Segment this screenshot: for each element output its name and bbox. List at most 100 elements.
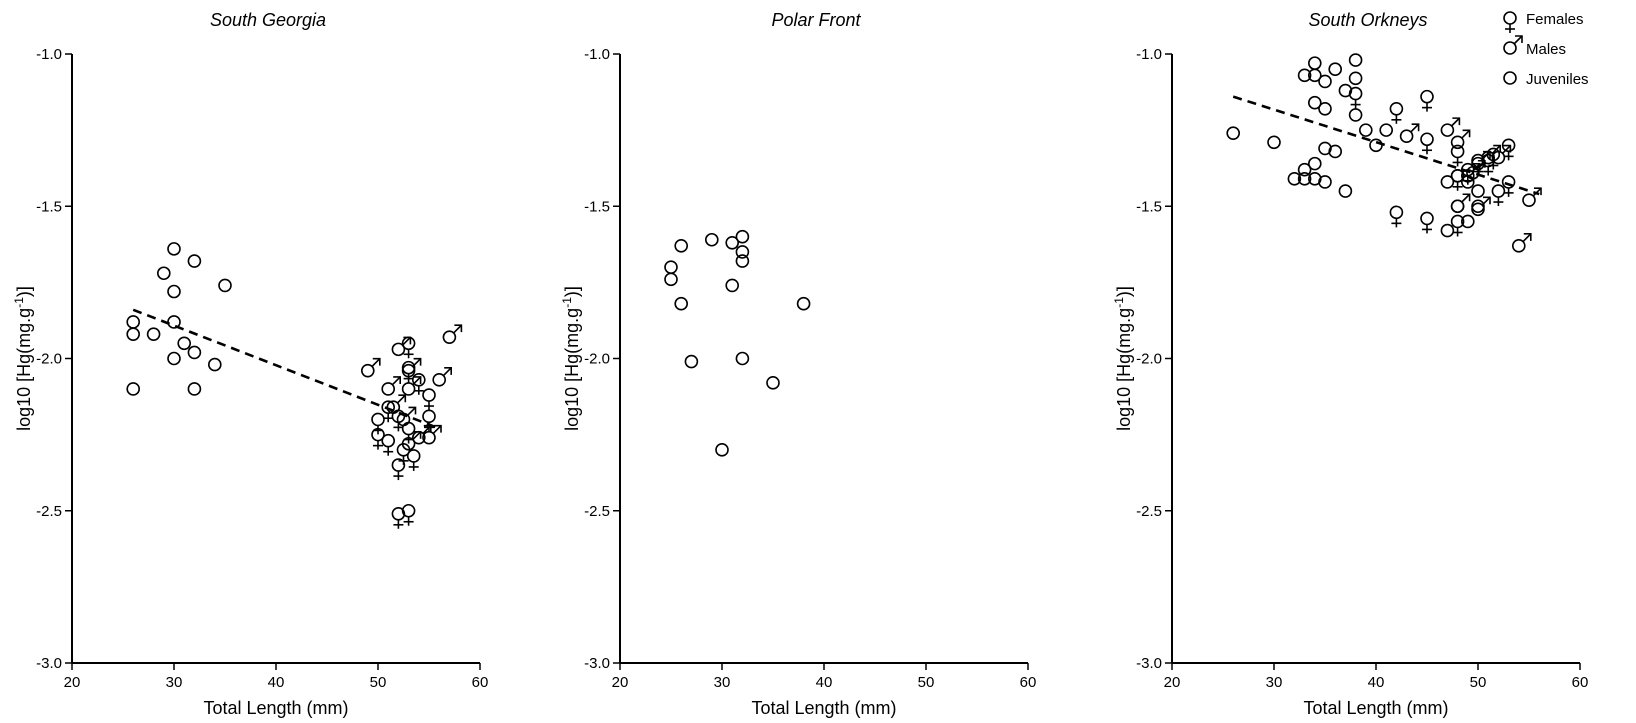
- data-point-circle: [126, 315, 140, 329]
- x-tick-label: 30: [714, 674, 731, 691]
- x-tick-label: 30: [1266, 674, 1283, 691]
- data-point-circle: [208, 357, 222, 372]
- data-point-circle: [177, 336, 191, 351]
- data-point-male: [1522, 187, 1542, 207]
- male-ring: [1512, 239, 1526, 253]
- y-tick-label: -3.0: [1136, 655, 1162, 672]
- y-tick-label: -1.0: [584, 46, 610, 63]
- data-point-circle: [1297, 162, 1312, 177]
- data-point-male: [442, 324, 463, 344]
- x-tick-label: 50: [370, 674, 387, 691]
- male-ring: [381, 382, 396, 396]
- male-head: [423, 424, 432, 433]
- data-point-circle: [187, 345, 202, 360]
- male-shaft: [1532, 187, 1542, 197]
- male-head: [1452, 117, 1461, 126]
- data-point-male: [391, 336, 412, 357]
- data-point-circle: [1308, 156, 1322, 171]
- y-tick-label: -3.0: [36, 655, 62, 672]
- male-shaft: [412, 358, 422, 368]
- data-point-circle: [1308, 172, 1322, 186]
- data-point-circle: [1369, 138, 1383, 153]
- data-point-circle: [674, 296, 689, 311]
- panel-2: Polar Front 20 30 40 50 60 -1.0 -1.5 -2.0 -2.5 -3.…: [560, 10, 1036, 718]
- female-ring: [1389, 205, 1404, 220]
- data-point-circle: [126, 327, 140, 341]
- data-point-circle: [167, 284, 181, 299]
- data-point-male: [1466, 159, 1486, 180]
- male-ring: [1450, 199, 1465, 214]
- data-point-circle: [796, 296, 811, 311]
- female-ring: [422, 388, 436, 402]
- panel-title: South Georgia: [210, 10, 326, 30]
- data-point-female: [411, 373, 426, 395]
- data-point-male: [1399, 123, 1420, 144]
- data-point-female: [391, 458, 406, 481]
- male-head: [413, 357, 422, 366]
- male-ring: [391, 342, 406, 357]
- legend: Females Males Juveniles: [1503, 11, 1589, 88]
- data-point-female: [1450, 144, 1465, 167]
- male-head: [413, 376, 422, 384]
- data-point-female: [406, 449, 421, 471]
- data-point-circle: [1226, 126, 1240, 140]
- male-ring: [432, 373, 447, 387]
- data-point-circle: [766, 376, 780, 390]
- data-point-female: [1491, 184, 1506, 207]
- data-point-circle: [1287, 172, 1302, 186]
- male-head: [1523, 233, 1532, 241]
- series-males: [1399, 117, 1542, 253]
- data-point-circle: [735, 254, 750, 268]
- data-point-circle: [167, 351, 181, 366]
- x-tick-label: 50: [918, 674, 935, 691]
- male-ring: [396, 412, 411, 427]
- male-head: [434, 424, 442, 433]
- data-point-female: [422, 388, 436, 411]
- data-point-male: [1440, 117, 1461, 137]
- male-ring: [1466, 165, 1480, 180]
- data-point-circle: [704, 232, 719, 247]
- x-tick-label: 20: [64, 674, 81, 691]
- male-head: [1493, 144, 1501, 153]
- y-axis-label: log10 [Hg(mg.g-1)]: [1112, 286, 1134, 431]
- male-shaft: [396, 394, 406, 404]
- male-shaft: [406, 406, 417, 416]
- male-shaft: [1481, 151, 1491, 161]
- data-point-circle: [735, 245, 750, 259]
- data-point-circle: [674, 239, 689, 253]
- data-point-circle: [1471, 199, 1485, 214]
- y-tick-label: -1.5: [36, 198, 62, 215]
- y-tick-label: -1.0: [1136, 46, 1162, 63]
- data-point-female: [1420, 211, 1434, 234]
- data-point-male: [401, 376, 422, 396]
- data-point-circle: [1440, 223, 1455, 238]
- female-ring: [371, 412, 385, 427]
- data-point-circle: [1297, 68, 1312, 83]
- male-shaft: [432, 425, 442, 435]
- y-tick-label: -2.5: [1136, 503, 1162, 520]
- data-point-female: [401, 503, 416, 526]
- data-point-female: [1389, 102, 1404, 124]
- male-head: [1472, 163, 1481, 171]
- data-point-circle: [1308, 68, 1322, 83]
- data-point-circle: [1318, 74, 1332, 89]
- data-point-circle: [187, 254, 202, 268]
- data-point-circle: [167, 242, 181, 256]
- x-tick-label: 20: [1164, 674, 1181, 691]
- series-juveniles: [1226, 53, 1485, 238]
- data-point-female: [1420, 132, 1434, 155]
- data-point-female: [1501, 175, 1516, 197]
- legend-female-icon: [1503, 11, 1517, 33]
- trend-line: [1232, 95, 1540, 196]
- data-point-circle: [1297, 172, 1312, 186]
- male-ring: [1491, 150, 1506, 165]
- male-shaft: [442, 367, 452, 377]
- data-point-circle: [664, 260, 678, 274]
- x-tick-label: 40: [268, 674, 285, 691]
- data-point-circle: [157, 266, 171, 281]
- male-shaft: [1410, 123, 1420, 133]
- data-point-circle: [725, 278, 740, 293]
- y-tick-label: -3.0: [584, 655, 610, 672]
- data-point-female: [391, 506, 406, 529]
